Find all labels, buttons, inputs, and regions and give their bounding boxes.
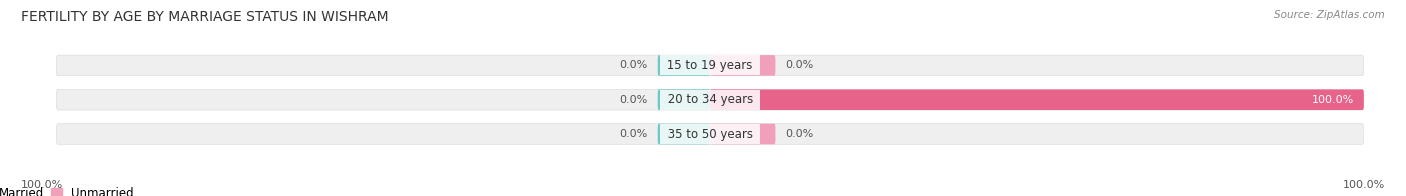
FancyBboxPatch shape bbox=[56, 124, 1364, 144]
FancyBboxPatch shape bbox=[658, 55, 710, 76]
Text: 0.0%: 0.0% bbox=[785, 129, 814, 139]
Text: 0.0%: 0.0% bbox=[620, 60, 648, 70]
Text: Source: ZipAtlas.com: Source: ZipAtlas.com bbox=[1274, 10, 1385, 20]
Text: 100.0%: 100.0% bbox=[1343, 180, 1385, 190]
FancyBboxPatch shape bbox=[710, 89, 1364, 110]
FancyBboxPatch shape bbox=[710, 55, 776, 76]
Text: 35 to 50 years: 35 to 50 years bbox=[664, 128, 756, 141]
FancyBboxPatch shape bbox=[56, 89, 1364, 110]
Text: FERTILITY BY AGE BY MARRIAGE STATUS IN WISHRAM: FERTILITY BY AGE BY MARRIAGE STATUS IN W… bbox=[21, 10, 388, 24]
FancyBboxPatch shape bbox=[658, 89, 710, 110]
FancyBboxPatch shape bbox=[56, 55, 1364, 76]
Text: 100.0%: 100.0% bbox=[21, 180, 63, 190]
Legend: Married, Unmarried: Married, Unmarried bbox=[0, 187, 134, 196]
Text: 0.0%: 0.0% bbox=[620, 129, 648, 139]
Text: 20 to 34 years: 20 to 34 years bbox=[664, 93, 756, 106]
FancyBboxPatch shape bbox=[710, 124, 776, 144]
Text: 100.0%: 100.0% bbox=[1312, 95, 1354, 105]
FancyBboxPatch shape bbox=[658, 124, 710, 144]
Text: 15 to 19 years: 15 to 19 years bbox=[664, 59, 756, 72]
Text: 0.0%: 0.0% bbox=[785, 60, 814, 70]
Text: 0.0%: 0.0% bbox=[620, 95, 648, 105]
